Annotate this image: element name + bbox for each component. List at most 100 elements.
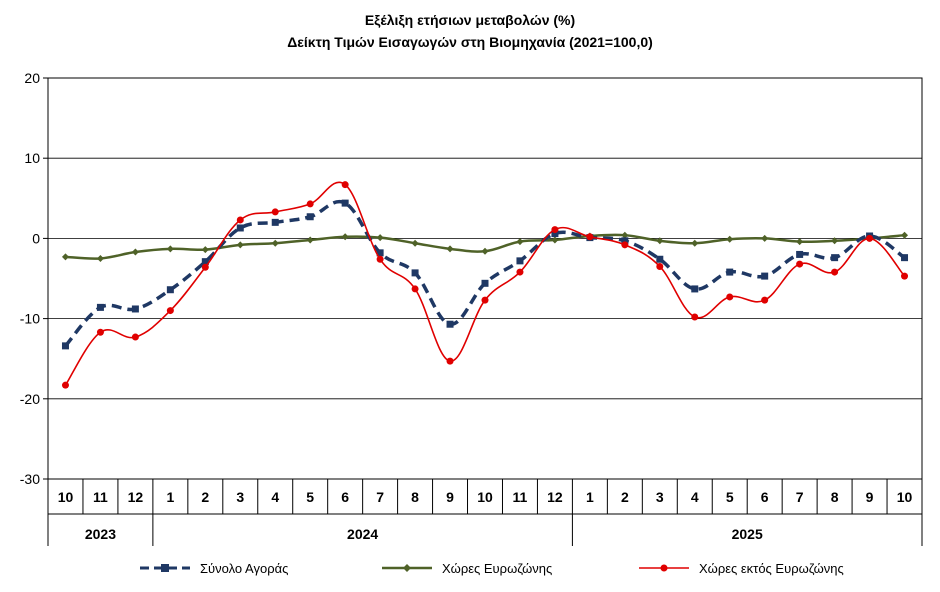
x-tick-label: 2	[201, 489, 209, 505]
x-tick-label: 1	[586, 489, 594, 505]
x-tick-label: 2	[621, 489, 629, 505]
x-tick-label: 4	[691, 489, 699, 505]
data-point-total-market	[901, 254, 909, 262]
data-point-total-market	[166, 286, 174, 294]
plot-area	[47, 77, 923, 480]
x-tick-label: 1	[166, 489, 174, 505]
data-point-total-market	[691, 285, 699, 293]
data-point-eurozone	[796, 238, 804, 246]
data-point-eurozone	[446, 245, 454, 253]
data-point-non-eurozone	[131, 333, 139, 341]
legend-item-non-eurozone: Χώρες εκτός Ευρωζώνης	[637, 556, 844, 580]
legend-swatch-total-market	[140, 564, 190, 572]
x-tick-label: 7	[796, 489, 804, 505]
x-tick-label: 10	[58, 489, 74, 505]
data-point-eurozone	[236, 241, 244, 249]
data-point-non-eurozone	[271, 208, 279, 216]
data-point-total-market	[481, 279, 489, 287]
data-point-total-market	[376, 249, 384, 257]
x-tick-label: 8	[411, 489, 419, 505]
data-point-non-eurozone	[236, 216, 244, 224]
data-point-non-eurozone	[306, 200, 314, 208]
data-point-eurozone	[166, 245, 174, 253]
data-point-non-eurozone	[376, 255, 384, 263]
data-point-total-market	[61, 342, 69, 350]
x-tick-label: 8	[831, 489, 839, 505]
data-point-eurozone	[201, 246, 209, 254]
x-tick-label: 9	[866, 489, 874, 505]
x-tick-label: 6	[341, 489, 349, 505]
data-point-eurozone	[131, 248, 139, 256]
data-point-eurozone	[271, 239, 279, 247]
legend-label-non-eurozone: Χώρες εκτός Ευρωζώνης	[699, 560, 844, 576]
x-tick-label: 9	[446, 489, 454, 505]
data-point-non-eurozone	[691, 313, 699, 321]
data-point-non-eurozone	[96, 328, 104, 336]
data-point-non-eurozone	[726, 293, 734, 301]
data-point-eurozone	[341, 233, 349, 241]
data-point-non-eurozone	[61, 381, 69, 389]
data-point-total-market	[341, 199, 349, 207]
series-line-total-market	[64, 199, 906, 348]
data-point-non-eurozone	[831, 268, 839, 276]
data-point-eurozone	[831, 237, 839, 245]
data-point-non-eurozone	[551, 226, 559, 234]
data-point-total-market	[551, 230, 559, 238]
data-point-eurozone	[726, 235, 734, 243]
data-point-non-eurozone	[201, 263, 209, 271]
data-point-eurozone	[621, 231, 629, 239]
data-point-non-eurozone	[411, 285, 419, 293]
data-point-total-market	[96, 303, 104, 311]
y-tick-label: -10	[20, 311, 40, 327]
data-point-eurozone	[96, 254, 104, 262]
chart-subtitle: Δείκτη Τιμών Εισαγωγών στη Βιομηχανία (2…	[287, 34, 653, 50]
data-point-eurozone	[761, 234, 769, 242]
y-tick-label: -30	[20, 471, 40, 487]
data-point-non-eurozone	[901, 272, 909, 280]
x-tick-label: 3	[656, 489, 664, 505]
x-tick-label: 11	[93, 489, 108, 505]
x-tick-label: 10	[477, 489, 493, 505]
data-point-eurozone	[411, 239, 419, 247]
data-point-non-eurozone	[341, 181, 349, 189]
data-point-non-eurozone	[446, 357, 454, 365]
data-point-total-market	[516, 257, 524, 265]
data-point-non-eurozone	[621, 241, 629, 249]
data-point-eurozone	[516, 238, 524, 246]
data-point-non-eurozone	[866, 234, 874, 242]
x-tick-label: 5	[306, 489, 314, 505]
x-year-label: 2023	[85, 526, 116, 542]
y-tick-label: 20	[24, 70, 40, 86]
x-year-label: 2025	[732, 526, 763, 542]
data-point-total-market	[236, 224, 244, 232]
data-point-total-market	[621, 237, 629, 245]
x-tick-label: 5	[726, 489, 734, 505]
data-point-non-eurozone	[586, 233, 594, 241]
x-year-label: 2024	[347, 526, 378, 542]
data-point-total-market	[446, 320, 454, 328]
legend-item-eurozone: Χώρες Ευρωζώνης	[380, 556, 552, 580]
data-point-eurozone	[691, 239, 699, 247]
data-point-non-eurozone	[796, 260, 804, 268]
x-tick-label: 3	[236, 489, 244, 505]
chart-title: Εξέλιξη ετήσιων μεταβολών (%)	[364, 12, 576, 28]
data-point-eurozone	[306, 236, 314, 244]
data-point-eurozone	[901, 231, 909, 239]
legend-label-total-market: Σύνολο Αγοράς	[200, 560, 289, 576]
data-point-total-market	[271, 218, 279, 226]
data-point-total-market	[411, 269, 419, 277]
data-point-non-eurozone	[166, 307, 174, 315]
x-tick-label: 10	[897, 489, 913, 505]
data-point-eurozone	[481, 247, 489, 255]
data-point-non-eurozone	[761, 296, 769, 304]
data-point-non-eurozone	[481, 296, 489, 304]
x-tick-label: 11	[513, 489, 528, 505]
data-point-total-market	[796, 250, 804, 258]
data-point-total-market	[201, 258, 209, 266]
legend-item-total-market: Σύνολο Αγοράς	[138, 556, 288, 580]
x-tick-label: 4	[271, 489, 279, 505]
legend-label-eurozone: Χώρες Ευρωζώνης	[442, 560, 553, 576]
data-point-total-market	[306, 213, 314, 221]
data-point-total-market	[726, 268, 734, 276]
